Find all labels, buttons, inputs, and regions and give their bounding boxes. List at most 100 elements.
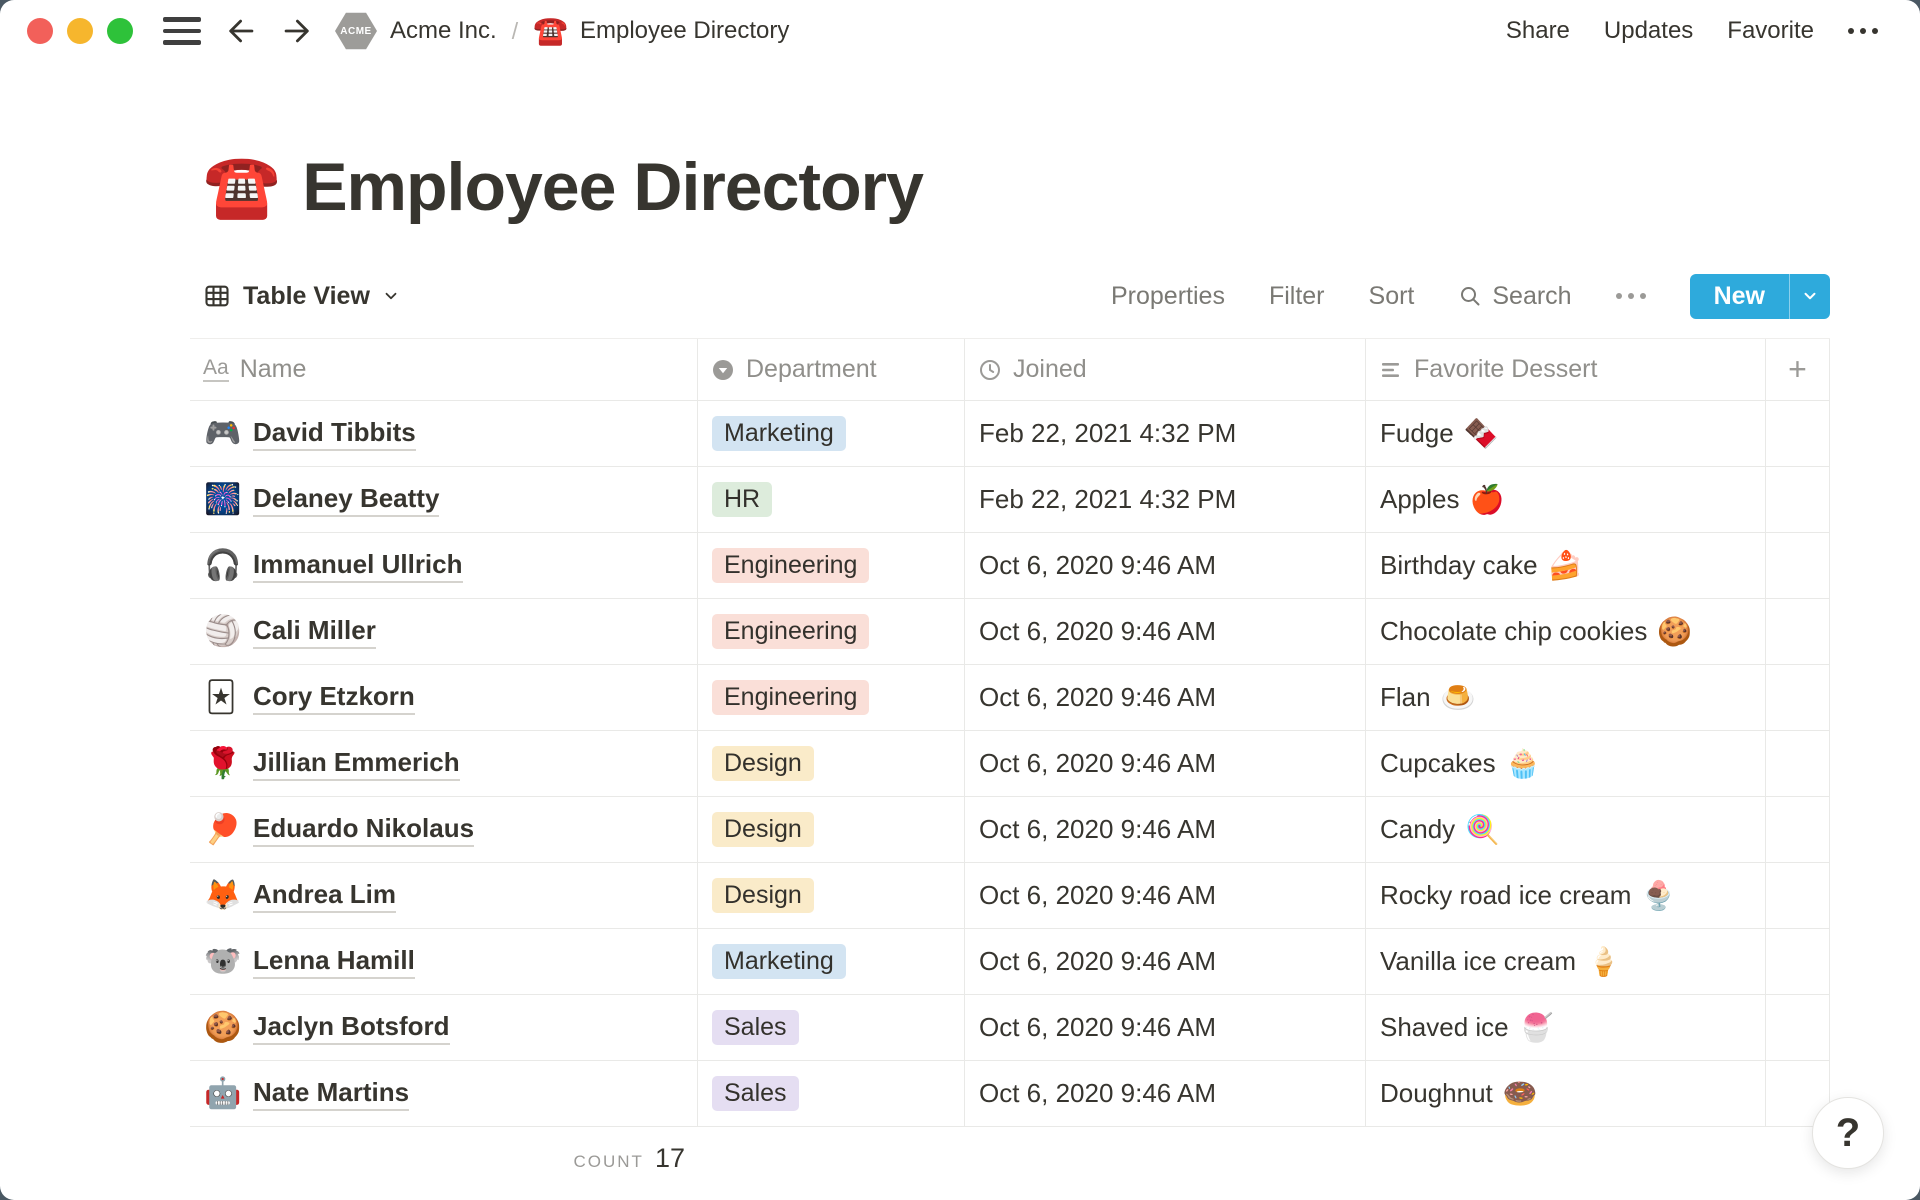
column-header-dessert[interactable]: Favorite Dessert: [1366, 339, 1766, 400]
department-cell[interactable]: Engineering: [698, 533, 965, 598]
joined-cell[interactable]: Oct 6, 2020 9:46 AM: [965, 665, 1366, 730]
dessert-text: Flan: [1380, 682, 1431, 712]
column-label: Joined: [1013, 355, 1087, 383]
dessert-emoji-icon: 🍫: [1463, 417, 1499, 449]
department-tag: Sales: [712, 1010, 799, 1045]
zoom-button[interactable]: [107, 18, 133, 44]
page-link[interactable]: Jaclyn Botsford: [253, 1011, 450, 1045]
page-link[interactable]: Nate Martins: [253, 1077, 410, 1111]
name-cell[interactable]: 🎮 David Tibbits: [190, 401, 698, 466]
joined-cell[interactable]: Oct 6, 2020 9:46 AM: [965, 731, 1366, 796]
dessert-cell[interactable]: Candy 🍭: [1366, 797, 1766, 862]
dessert-cell[interactable]: Cupcakes 🧁: [1366, 731, 1766, 796]
dessert-cell[interactable]: Doughnut 🍩: [1366, 1061, 1766, 1126]
dessert-cell[interactable]: Vanilla ice cream 🍦: [1366, 929, 1766, 994]
updates-button[interactable]: Updates: [1603, 17, 1694, 44]
count-toggle[interactable]: COUNT 17: [190, 1143, 698, 1174]
joined-cell[interactable]: Oct 6, 2020 9:46 AM: [965, 863, 1366, 928]
new-button[interactable]: New: [1713, 281, 1765, 310]
department-cell[interactable]: HR: [698, 467, 965, 532]
name-cell[interactable]: 🍪 Jaclyn Botsford: [190, 995, 698, 1060]
page-link[interactable]: Cali Miller: [253, 615, 376, 649]
workspace-badge-icon[interactable]: ACME: [335, 12, 377, 50]
department-cell[interactable]: Design: [698, 797, 965, 862]
sort-button[interactable]: Sort: [1368, 281, 1415, 310]
department-cell[interactable]: Engineering: [698, 665, 965, 730]
joined-cell[interactable]: Oct 6, 2020 9:46 AM: [965, 599, 1366, 664]
breadcrumb-workspace[interactable]: Acme Inc.: [390, 17, 497, 44]
table-row: 🎮 David Tibbits Marketing Feb 22, 2021 4…: [190, 401, 1830, 467]
joined-cell[interactable]: Feb 22, 2021 4:32 PM: [965, 467, 1366, 532]
more-icon[interactable]: [1848, 28, 1878, 34]
table-row: 🎧 Immanuel Ullrich Engineering Oct 6, 20…: [190, 533, 1830, 599]
column-header-joined[interactable]: Joined: [965, 339, 1366, 400]
page-title[interactable]: Employee Directory: [302, 149, 924, 225]
back-arrow-icon[interactable]: [225, 14, 259, 48]
page-title-emoji-icon[interactable]: ☎️: [203, 152, 281, 221]
department-cell[interactable]: Marketing: [698, 401, 965, 466]
department-cell[interactable]: Sales: [698, 995, 965, 1060]
dessert-cell[interactable]: Apples 🍎: [1366, 467, 1766, 532]
breadcrumb-page[interactable]: ☎️ Employee Directory: [533, 17, 789, 45]
menu-icon[interactable]: [163, 17, 201, 45]
page-link[interactable]: Immanuel Ullrich: [253, 549, 463, 583]
close-button[interactable]: [27, 18, 53, 44]
add-column-button[interactable]: +: [1766, 339, 1830, 400]
page-link[interactable]: David Tibbits: [253, 417, 416, 451]
window-controls: [27, 18, 133, 44]
department-tag: Marketing: [712, 944, 846, 979]
minimize-button[interactable]: [67, 18, 93, 44]
name-cell[interactable]: 🎧 Immanuel Ullrich: [190, 533, 698, 598]
joined-cell[interactable]: Feb 22, 2021 4:32 PM: [965, 401, 1366, 466]
department-cell[interactable]: Marketing: [698, 929, 965, 994]
dessert-cell[interactable]: Rocky road ice cream 🍨: [1366, 863, 1766, 928]
joined-cell[interactable]: Oct 6, 2020 9:46 AM: [965, 797, 1366, 862]
page-link[interactable]: Lenna Hamill: [253, 945, 415, 979]
name-cell[interactable]: 🏐 Cali Miller: [190, 599, 698, 664]
name-cell[interactable]: 🦊 Andrea Lim: [190, 863, 698, 928]
name-cell[interactable]: 🃏 Cory Etzkorn: [190, 665, 698, 730]
page-link[interactable]: Jillian Emmerich: [253, 747, 460, 781]
empty-cell: [1766, 533, 1830, 598]
dessert-text: Cupcakes: [1380, 748, 1496, 778]
search-button[interactable]: Search: [1458, 282, 1572, 311]
dessert-cell[interactable]: Birthday cake 🍰: [1366, 533, 1766, 598]
joined-cell[interactable]: Oct 6, 2020 9:46 AM: [965, 929, 1366, 994]
dessert-cell[interactable]: Shaved ice 🍧: [1366, 995, 1766, 1060]
department-cell[interactable]: Design: [698, 863, 965, 928]
name-cell[interactable]: 🏓 Eduardo Nikolaus: [190, 797, 698, 862]
joined-cell[interactable]: Oct 6, 2020 9:46 AM: [965, 533, 1366, 598]
page-link[interactable]: Eduardo Nikolaus: [253, 813, 475, 847]
name-cell[interactable]: 🐨 Lenna Hamill: [190, 929, 698, 994]
empty-cell: [1766, 929, 1830, 994]
dessert-cell[interactable]: Chocolate chip cookies 🍪: [1366, 599, 1766, 664]
new-dropdown-button[interactable]: [1790, 274, 1830, 319]
forward-arrow-icon[interactable]: [279, 14, 313, 48]
favorite-button[interactable]: Favorite: [1727, 17, 1814, 44]
dessert-cell[interactable]: Flan 🍮: [1366, 665, 1766, 730]
share-button[interactable]: Share: [1505, 17, 1570, 44]
dessert-cell[interactable]: Fudge 🍫: [1366, 401, 1766, 466]
name-cell[interactable]: 🌹 Jillian Emmerich: [190, 731, 698, 796]
joined-cell[interactable]: Oct 6, 2020 9:46 AM: [965, 1061, 1366, 1126]
new-button-divider: [1789, 273, 1790, 319]
help-button[interactable]: ?: [1812, 1097, 1884, 1169]
page-link[interactable]: Andrea Lim: [253, 879, 397, 913]
department-cell[interactable]: Sales: [698, 1061, 965, 1126]
page-link[interactable]: Cory Etzkorn: [253, 681, 415, 715]
department-cell[interactable]: Engineering: [698, 599, 965, 664]
view-switcher[interactable]: Table View: [190, 282, 400, 311]
name-cell[interactable]: 🎆 Delaney Beatty: [190, 467, 698, 532]
department-cell[interactable]: Design: [698, 731, 965, 796]
empty-cell: [1766, 665, 1830, 730]
column-header-department[interactable]: Department: [698, 339, 965, 400]
filter-button[interactable]: Filter: [1268, 281, 1325, 310]
name-cell[interactable]: 🤖 Nate Martins: [190, 1061, 698, 1126]
toolbar-more-icon[interactable]: [1615, 293, 1646, 299]
joined-cell[interactable]: Oct 6, 2020 9:46 AM: [965, 995, 1366, 1060]
page-link[interactable]: Delaney Beatty: [253, 483, 440, 517]
department-tag: Design: [712, 878, 814, 913]
column-header-name[interactable]: Aa Name: [190, 339, 698, 400]
properties-button[interactable]: Properties: [1111, 281, 1225, 310]
